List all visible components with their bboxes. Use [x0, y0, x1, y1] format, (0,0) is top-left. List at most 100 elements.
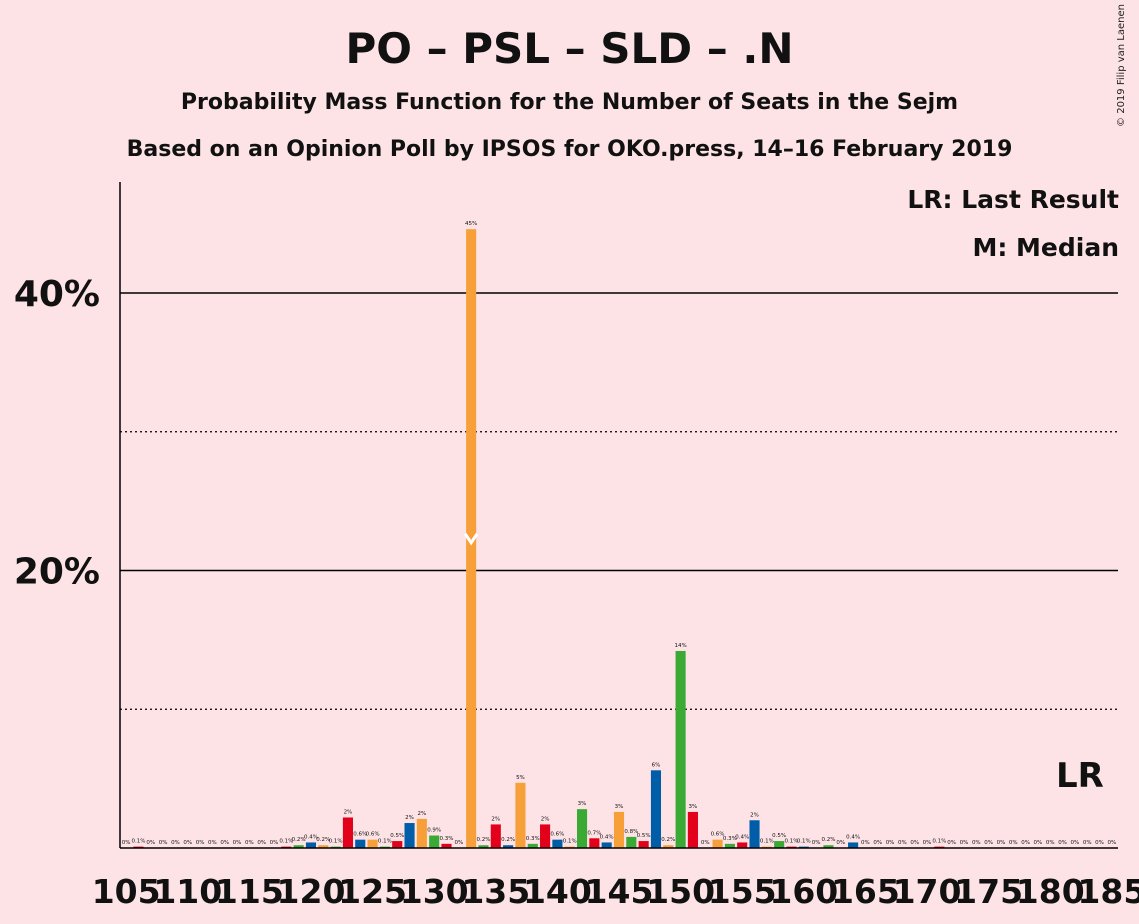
bar-seat-121 — [318, 845, 329, 848]
bar-value-label: 5% — [516, 775, 525, 781]
bar-seat-156 — [749, 820, 760, 848]
x-tick-label: 175 — [954, 872, 1023, 911]
x-tick-label: 110 — [153, 872, 222, 911]
bar-value-label: 2% — [750, 812, 759, 818]
bar-value-label: 0% — [1107, 840, 1116, 846]
bar-value-label: 0.8% — [624, 829, 638, 835]
bar-value-label: 0% — [861, 840, 870, 846]
bar-value-label: 0.2% — [316, 837, 330, 843]
bar-value-label: 0% — [701, 840, 710, 846]
bar-value-label: 0% — [873, 840, 882, 846]
bar-value-label: 0% — [947, 840, 956, 846]
bar-value-label: 2% — [344, 809, 353, 815]
bar-value-label: 0% — [454, 840, 463, 846]
bar-value-label: 0.1% — [279, 839, 293, 845]
bar-value-label: 0.6% — [550, 832, 564, 838]
bar-value-label: 3% — [578, 801, 587, 807]
bar-value-label: 0.4% — [304, 834, 318, 840]
chart-source: Based on an Opinion Poll by IPSOS for OK… — [126, 137, 1013, 162]
bar-value-label: 0.5% — [637, 833, 651, 839]
bar-value-label: 0% — [171, 840, 180, 846]
bar-seat-139 — [540, 824, 551, 848]
x-tick-label: 185 — [1077, 872, 1139, 911]
x-tick-label: 125 — [338, 872, 407, 911]
bar-seat-124 — [355, 839, 366, 848]
legend-last-result: LR: Last Result — [907, 185, 1119, 214]
bar-seat-158 — [774, 841, 785, 848]
bar-value-label: 0.1% — [131, 839, 145, 845]
bar-seat-147 — [638, 841, 649, 848]
bar-value-label: 45% — [465, 221, 477, 227]
x-tick-label: 105 — [92, 872, 161, 911]
bar-seat-154 — [724, 843, 735, 848]
bar-value-label: 0.3% — [440, 836, 454, 842]
bar-value-label: 0% — [1034, 840, 1043, 846]
bar-value-label: 0.7% — [587, 830, 601, 836]
bar-value-label: 0.1% — [932, 839, 946, 845]
x-tick-label: 165 — [831, 872, 900, 911]
bar-value-label: 0.1% — [378, 839, 392, 845]
y-tick-label: 20% — [14, 552, 100, 593]
x-tick-label: 170 — [893, 872, 962, 911]
bar-value-label: 6% — [652, 762, 661, 768]
y-tick-label: 40% — [14, 274, 100, 315]
bar-seat-138 — [527, 843, 538, 848]
bar-value-label: 0.2% — [476, 837, 490, 843]
bar-value-label: 0.4% — [846, 834, 860, 840]
bar-value-label: 0% — [220, 840, 229, 846]
bar-seat-146 — [626, 836, 637, 848]
bar-value-label: 0% — [122, 840, 131, 846]
bar-seat-164 — [848, 842, 859, 848]
x-tick-label: 140 — [523, 872, 592, 911]
bar-seat-151 — [687, 811, 698, 848]
bar-value-label: 2% — [405, 815, 414, 821]
bar-value-label: 2% — [491, 816, 500, 822]
x-tick-label: 115 — [215, 872, 284, 911]
bar-seat-130 — [429, 835, 440, 848]
bar-seat-155 — [737, 842, 748, 848]
bar-value-label: 0% — [183, 840, 192, 846]
bar-value-label: 0.2% — [501, 837, 515, 843]
bar-value-label: 0.1% — [797, 839, 811, 845]
x-tick-label: 135 — [461, 872, 530, 911]
bar-value-label: 0% — [812, 840, 821, 846]
bar-value-label: 0.2% — [661, 837, 675, 843]
bar-value-label: 0% — [984, 840, 993, 846]
bar-value-label: 0% — [997, 840, 1006, 846]
median-marker — [463, 532, 479, 546]
x-tick-label: 130 — [400, 872, 469, 911]
x-tick-label: 180 — [1016, 872, 1085, 911]
bar-value-label: 0.6% — [366, 832, 380, 838]
bar-seat-142 — [576, 809, 588, 848]
bar-seat-150 — [675, 650, 686, 848]
x-tick-label: 120 — [277, 872, 346, 911]
bar-value-label: 3% — [689, 804, 698, 810]
bar-value-label: 0.4% — [600, 834, 614, 840]
bar-seat-131 — [441, 843, 452, 848]
bar-value-label: 0.3% — [723, 836, 737, 842]
bar-value-label: 0.1% — [760, 839, 774, 845]
bar-value-label: 0% — [1058, 840, 1067, 846]
bar-seat-135 — [490, 824, 501, 848]
bar-value-label: 0% — [208, 840, 217, 846]
bar-value-label: 0% — [1095, 840, 1104, 846]
bar-seat-145 — [613, 811, 625, 848]
bar-value-label: 0.6% — [353, 832, 367, 838]
bar-value-label: 0% — [245, 840, 254, 846]
bar-value-label: 0.3% — [526, 836, 540, 842]
bar-value-label: 2% — [417, 811, 426, 817]
last-result-marker: LR — [1056, 756, 1104, 796]
bar-seat-134 — [478, 845, 489, 848]
bar-value-label: 0% — [146, 840, 155, 846]
bar-value-label: 0.4% — [735, 834, 749, 840]
bar-value-label: 0.9% — [427, 828, 441, 834]
x-tick-label: 155 — [708, 872, 777, 911]
bar-value-label: 0.2% — [821, 837, 835, 843]
bar-seat-119 — [293, 845, 304, 848]
bar-seat-137 — [515, 782, 526, 848]
bar-seat-143 — [589, 838, 600, 848]
bar-seat-144 — [601, 842, 612, 848]
x-tick-label: 145 — [585, 872, 654, 911]
bar-value-label: 0.5% — [390, 833, 404, 839]
